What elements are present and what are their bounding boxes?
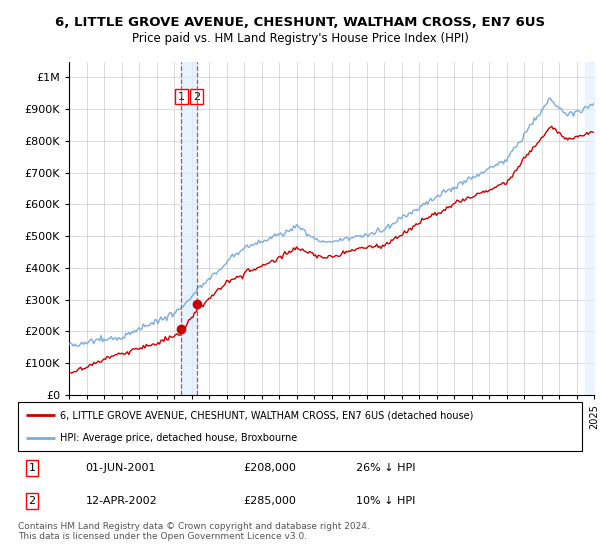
- Text: Contains HM Land Registry data © Crown copyright and database right 2024.
This d: Contains HM Land Registry data © Crown c…: [18, 522, 370, 542]
- Text: 2: 2: [29, 496, 35, 506]
- Text: 6, LITTLE GROVE AVENUE, CHESHUNT, WALTHAM CROSS, EN7 6US: 6, LITTLE GROVE AVENUE, CHESHUNT, WALTHA…: [55, 16, 545, 29]
- Text: £285,000: £285,000: [244, 496, 296, 506]
- Text: 2: 2: [193, 92, 200, 101]
- Text: HPI: Average price, detached house, Broxbourne: HPI: Average price, detached house, Brox…: [60, 433, 298, 444]
- Text: 10% ↓ HPI: 10% ↓ HPI: [356, 496, 416, 506]
- Text: 26% ↓ HPI: 26% ↓ HPI: [356, 463, 416, 473]
- Text: 6, LITTLE GROVE AVENUE, CHESHUNT, WALTHAM CROSS, EN7 6US (detached house): 6, LITTLE GROVE AVENUE, CHESHUNT, WALTHA…: [60, 410, 473, 421]
- Text: 1: 1: [178, 92, 185, 101]
- Text: 12-APR-2002: 12-APR-2002: [86, 496, 157, 506]
- Bar: [181, 62, 197, 395]
- Text: £208,000: £208,000: [244, 463, 296, 473]
- Text: 1: 1: [29, 463, 35, 473]
- Text: Price paid vs. HM Land Registry's House Price Index (HPI): Price paid vs. HM Land Registry's House …: [131, 32, 469, 45]
- Text: 01-JUN-2001: 01-JUN-2001: [86, 463, 156, 473]
